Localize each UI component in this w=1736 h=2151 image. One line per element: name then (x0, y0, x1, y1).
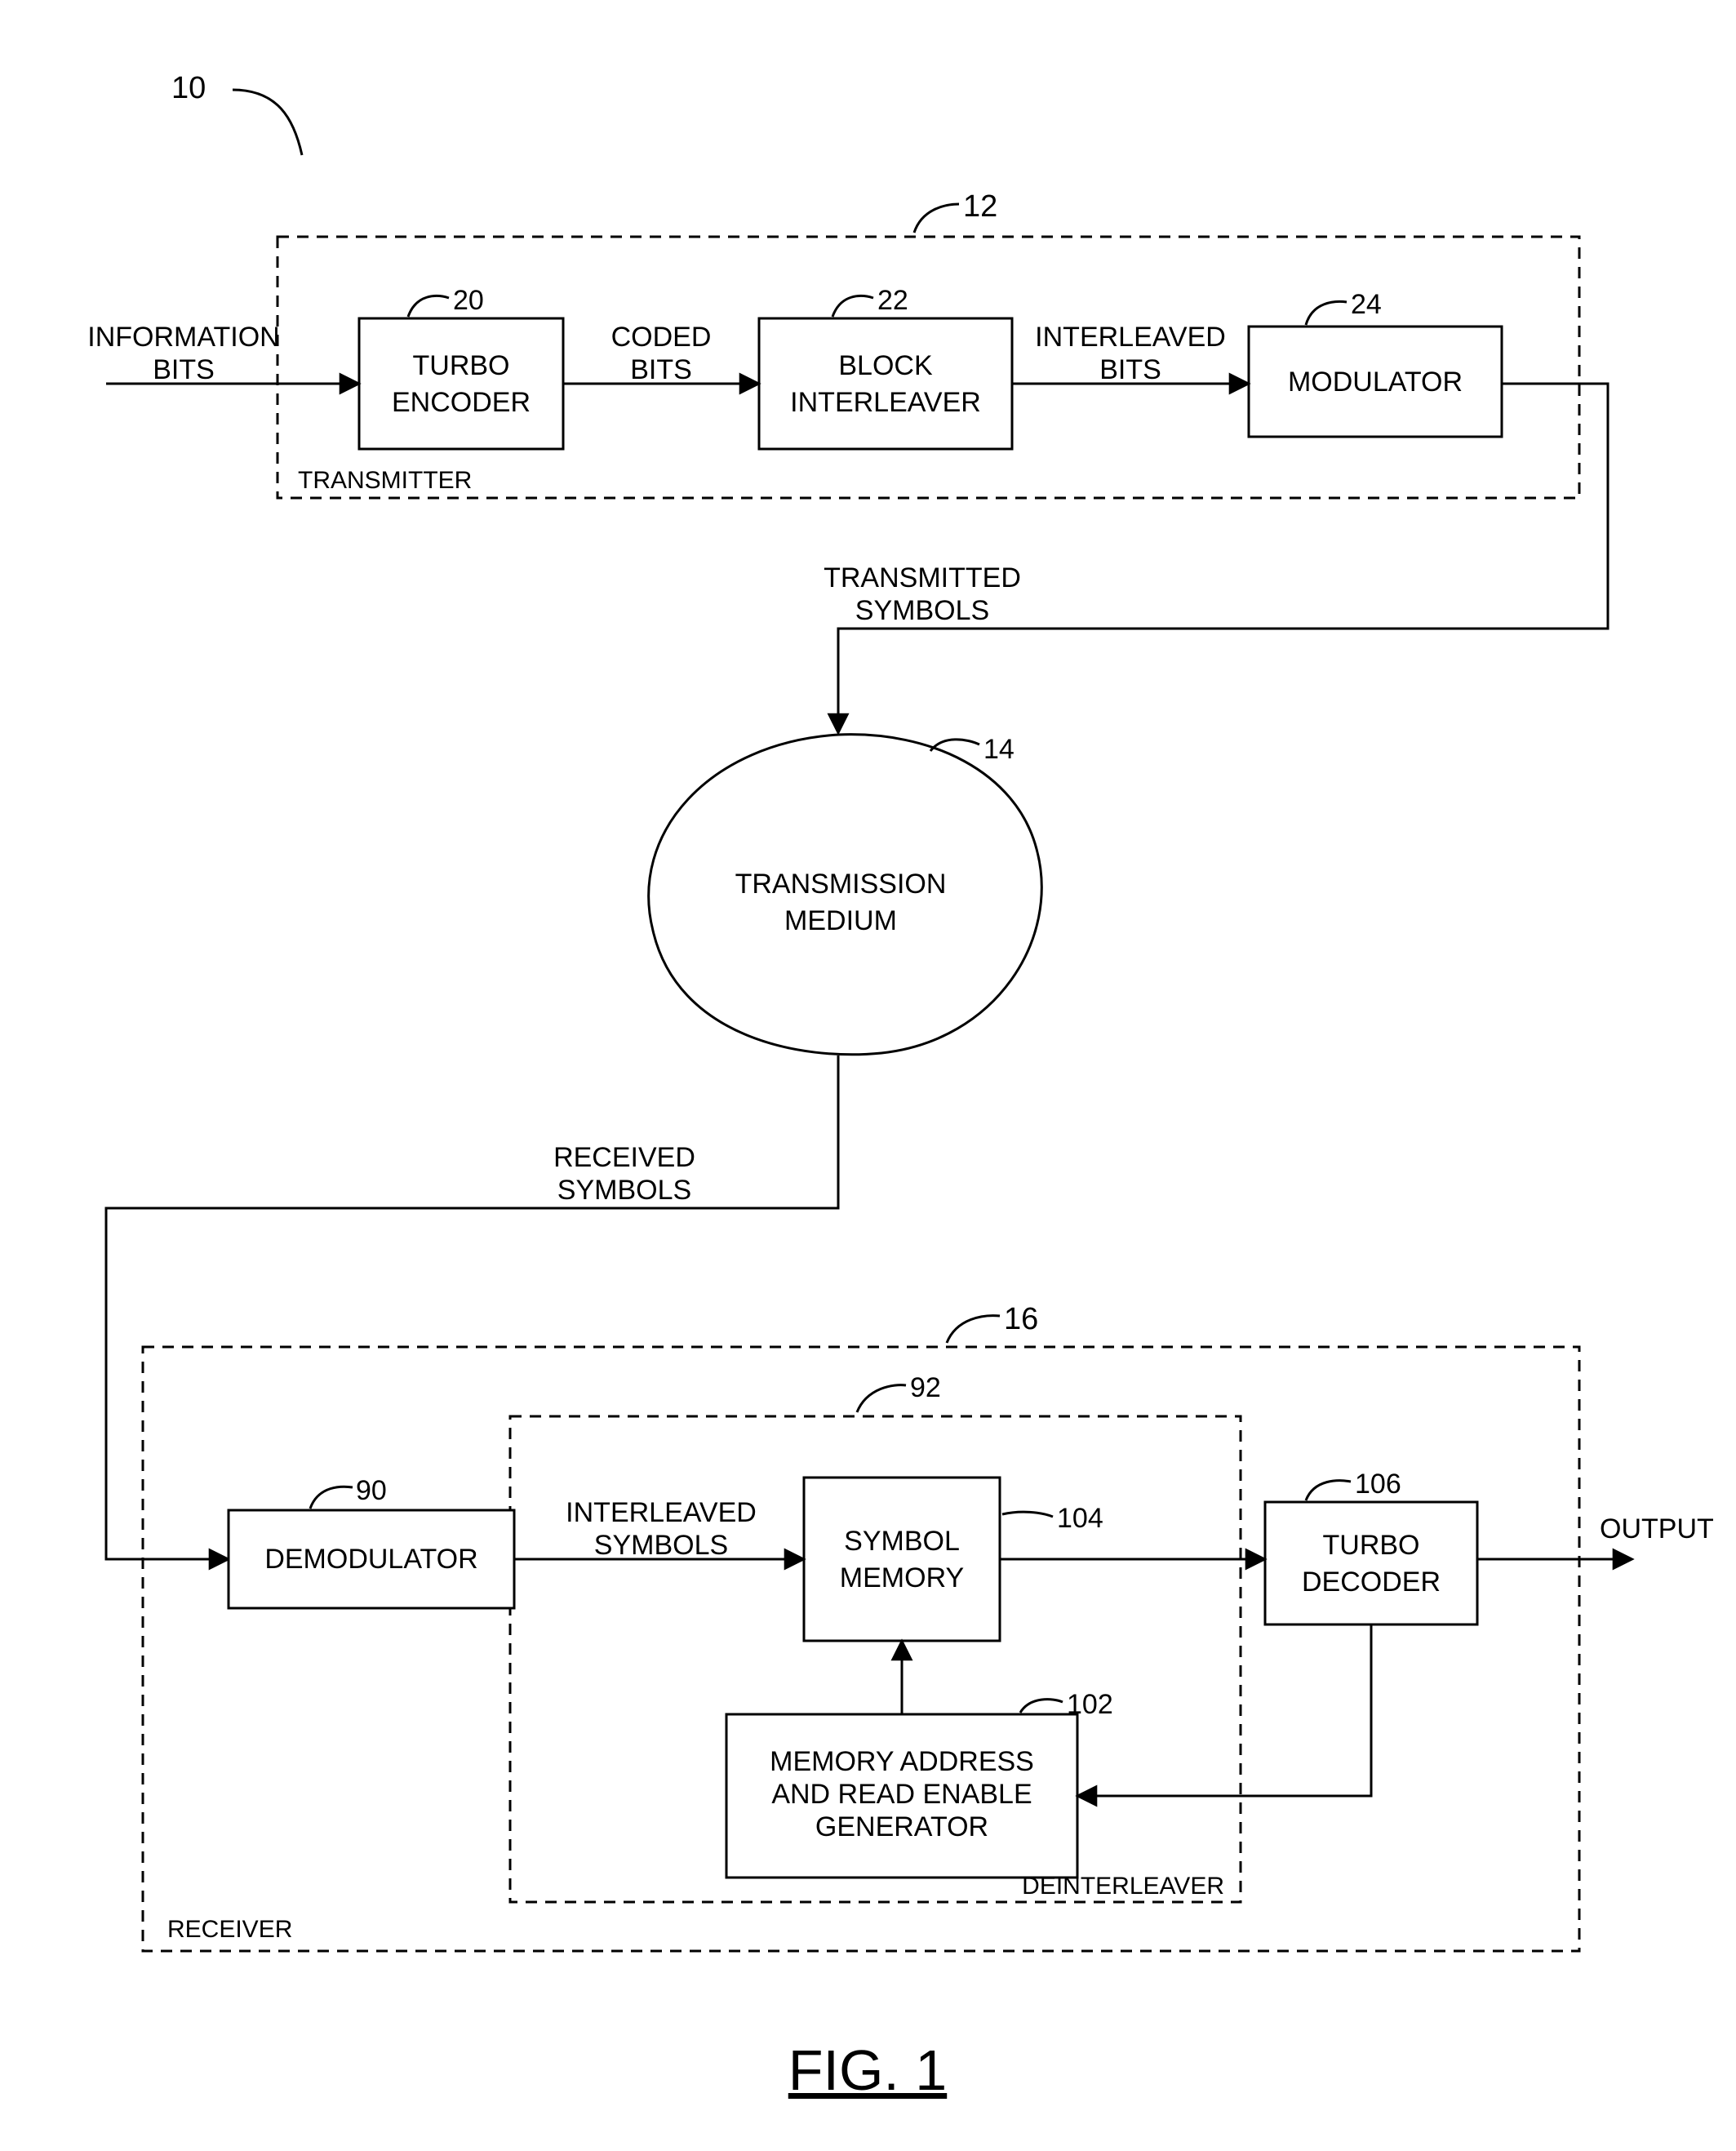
symbol-memory-box (804, 1478, 1000, 1641)
interleaved-bits-2: BITS (1099, 354, 1161, 385)
encoder-l1: TURBO (413, 350, 510, 381)
ref-symmem: 104 (1057, 1503, 1103, 1534)
addrgen-l3: GENERATOR (815, 1811, 988, 1842)
transmitter-tag: TRANSMITTER (298, 467, 472, 494)
turbo-decoder-box (1265, 1502, 1477, 1624)
interleaved-sym-2: SYMBOLS (594, 1530, 728, 1561)
transmitted-2: SYMBOLS (855, 595, 989, 626)
addrgen-l1: MEMORY ADDRESS (770, 1746, 1034, 1777)
addrgen-l2: AND READ ENABLE (771, 1779, 1032, 1810)
ref-demod: 90 (356, 1475, 387, 1506)
info-bits-1: INFORMATION (87, 322, 279, 353)
leader-interleaver (832, 296, 873, 317)
ref-deinterleaver: 92 (910, 1372, 941, 1403)
ref-medium: 14 (983, 734, 1015, 765)
turbo-encoder-box (359, 318, 563, 449)
leader-encoder (408, 296, 449, 317)
leader-modulator (1306, 301, 1347, 325)
symmem-l2: MEMORY (840, 1562, 964, 1593)
arrow-decoder-to-addrgen (1077, 1624, 1371, 1796)
interleaved-sym-1: INTERLEAVED (566, 1497, 757, 1528)
leader-symmem (1002, 1512, 1053, 1517)
ref-encoder: 20 (453, 285, 484, 316)
output-label: OUTPUT (1600, 1513, 1714, 1544)
ref-decoder: 106 (1355, 1469, 1401, 1500)
transmitted-1: TRANSMITTED (824, 562, 1021, 593)
ref-receiver: 16 (1004, 1302, 1038, 1336)
coded-bits-1: CODED (611, 322, 712, 353)
ref-interleaver: 22 (877, 285, 908, 316)
ref-transmitter: 12 (963, 189, 997, 224)
leader-addrgen (1020, 1700, 1063, 1713)
interleaver-l1: BLOCK (838, 350, 933, 381)
decoder-l1: TURBO (1323, 1530, 1420, 1561)
encoder-l2: ENCODER (392, 387, 531, 418)
ref-modulator: 24 (1351, 289, 1382, 320)
leader-deinterleaver (857, 1385, 906, 1412)
interleaver-l2: INTERLEAVER (790, 387, 981, 418)
demodulator-l1: DEMODULATOR (264, 1544, 477, 1575)
figure-caption: FIG. 1 (788, 2038, 947, 2102)
symmem-l1: SYMBOL (844, 1526, 960, 1557)
block-interleaver-box (759, 318, 1012, 449)
received-2: SYMBOLS (557, 1175, 691, 1206)
info-bits-2: BITS (153, 354, 215, 385)
medium-l2: MEDIUM (784, 905, 897, 936)
leader-demod (310, 1487, 353, 1509)
leader-receiver (947, 1316, 1000, 1343)
coded-bits-2: BITS (630, 354, 692, 385)
medium-l1: TRANSMISSION (735, 869, 947, 900)
ref-system: 10 (171, 71, 206, 105)
receiver-tag: RECEIVER (167, 1916, 292, 1943)
leader-transmitter (914, 204, 959, 233)
interleaved-bits-1: INTERLEAVED (1035, 322, 1226, 353)
ref-addrgen: 102 (1067, 1689, 1113, 1720)
leader-system (233, 90, 302, 155)
received-1: RECEIVED (553, 1142, 695, 1173)
decoder-l2: DECODER (1302, 1567, 1441, 1598)
leader-decoder (1306, 1481, 1351, 1500)
arrow-medium-to-demod (106, 1056, 838, 1559)
modulator-l1: MODULATOR (1288, 367, 1463, 398)
